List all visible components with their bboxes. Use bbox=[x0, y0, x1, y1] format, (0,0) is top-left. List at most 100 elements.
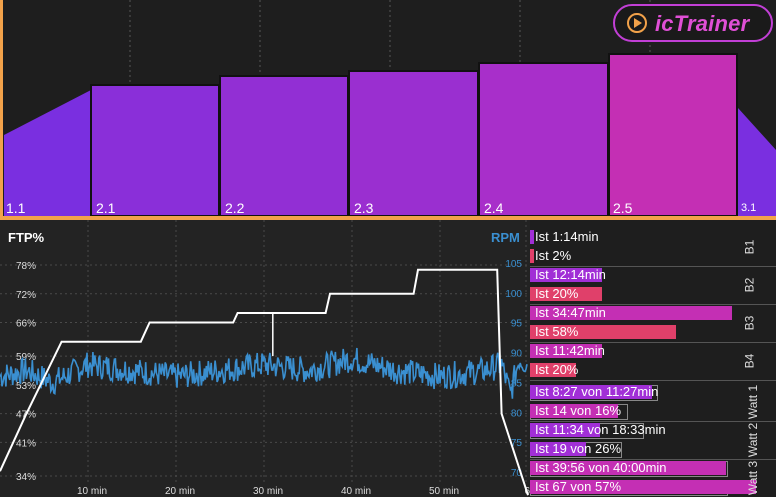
ftp-tick-label: 41% bbox=[16, 438, 36, 449]
stat-fill-bar bbox=[530, 249, 534, 263]
stat-text: Ist 11:34 von 18:33min bbox=[535, 422, 666, 437]
play-badge-icon bbox=[627, 13, 647, 33]
segment-block-2-1[interactable] bbox=[90, 84, 220, 217]
stat-fill-bar bbox=[530, 344, 602, 358]
stat-text: Ist 2% bbox=[535, 248, 572, 263]
stat-fill-bar bbox=[530, 306, 732, 320]
x-tick-label: 50 min bbox=[429, 486, 459, 497]
stat-text: Ist 19 von 26% bbox=[535, 441, 621, 456]
rpm-tick-label: 105 bbox=[505, 259, 522, 270]
stat-text: Ist 20% bbox=[535, 362, 579, 377]
segment-label: 2.3 bbox=[354, 200, 374, 216]
stat-row-w3: Ist 67 von 57% bbox=[530, 478, 756, 496]
stat-text: Ist 11:42min bbox=[535, 343, 605, 358]
stat-row-b1: Ist 1:14min bbox=[530, 228, 748, 246]
segment-block-1-1[interactable] bbox=[4, 90, 91, 216]
stat-side-label: B4 bbox=[742, 353, 757, 369]
rpm-tick-label: 95 bbox=[511, 319, 523, 330]
segment-label: 2.4 bbox=[484, 200, 504, 216]
stat-row-b2: Ist 12:14min bbox=[530, 266, 748, 284]
x-tick-label: 40 min bbox=[341, 486, 371, 497]
stat-text: Ist 67 von 57% bbox=[535, 479, 621, 494]
stat-text: Ist 14 von 16% bbox=[535, 403, 621, 418]
workout-profile-graphic bbox=[0, 0, 776, 217]
segment-label: 2.1 bbox=[96, 200, 116, 216]
stat-row-w1: Ist 14 von 16% bbox=[530, 402, 748, 420]
ftp-rpm-chart: FTP% RPM 78% 72% 66% 59% 53% 47% 41% 34% 105 100 9… bbox=[0, 220, 530, 497]
ftp-series-line bbox=[0, 268, 529, 496]
stat-fill-bar bbox=[530, 385, 652, 399]
stat-row-b4: Ist 20% bbox=[530, 361, 748, 379]
x-tick-label: 20 min bbox=[165, 486, 195, 497]
stat-fill-bar bbox=[530, 404, 618, 418]
stats-separator bbox=[530, 380, 776, 381]
stat-fill-bar bbox=[530, 423, 600, 437]
stat-fill-bar bbox=[530, 287, 602, 301]
stat-fill-bar bbox=[530, 268, 602, 282]
stat-row-b2: Ist 20% bbox=[530, 285, 748, 303]
stat-fill-bar bbox=[530, 461, 726, 475]
rpm-tick-label: 80 bbox=[511, 408, 523, 419]
rpm-tick-label: 75 bbox=[511, 438, 523, 449]
segment-block-2-3[interactable] bbox=[348, 70, 479, 217]
stat-row-b1: Ist 2% bbox=[530, 247, 748, 265]
stat-fill-bar bbox=[530, 325, 676, 339]
ftp-tick-label: 78% bbox=[16, 261, 36, 272]
stat-row-w3: Ist 39:56 von 40:00min bbox=[530, 459, 748, 477]
stats-separator bbox=[530, 266, 776, 267]
segment-block-2-2[interactable] bbox=[219, 75, 349, 217]
stat-row-w2: Ist 19 von 26% bbox=[530, 440, 748, 458]
stat-side-label: B2 bbox=[742, 277, 757, 293]
stat-side-label: Watt 1 bbox=[746, 384, 761, 420]
stat-side-label: Watt 2 bbox=[746, 422, 761, 458]
position-marker bbox=[0, 0, 3, 216]
stat-row-b3: Ist 34:47min bbox=[530, 304, 748, 322]
stats-separator bbox=[530, 304, 776, 305]
stat-text: Ist 12:14min bbox=[535, 267, 606, 282]
segment-label: 2.2 bbox=[225, 200, 245, 216]
segment-label: 2.5 bbox=[613, 200, 633, 216]
logo-text: icTrainer bbox=[655, 11, 750, 36]
stat-text: Ist 39:56 von 40:00min bbox=[535, 460, 667, 475]
stat-text: Ist 20% bbox=[535, 286, 579, 301]
stat-text: Ist 58% bbox=[535, 324, 579, 339]
rpm-tick-label: 90 bbox=[511, 349, 523, 360]
stat-row-w1: Ist 8:27 von 11:27min bbox=[530, 383, 748, 401]
stat-side-label: B1 bbox=[742, 239, 757, 255]
stat-text: Ist 34:47min bbox=[535, 305, 606, 320]
stat-row-w2: Ist 11:34 von 18:33min bbox=[530, 421, 748, 439]
stats-separator bbox=[530, 459, 776, 460]
rpm-tick-label: 70 bbox=[511, 468, 523, 479]
ftp-tick-label: 66% bbox=[16, 319, 36, 330]
segment-block-2-4[interactable] bbox=[478, 62, 609, 217]
stat-fill-bar bbox=[530, 480, 756, 494]
stat-row-b4: Ist 11:42min bbox=[530, 342, 748, 360]
stat-fill-bar bbox=[530, 442, 586, 456]
workout-profile: 1.1 2.1 2.2 2.3 2.4 2.5 3.1 icTrainer bbox=[0, 0, 776, 220]
segment-label: 3.1 bbox=[741, 202, 757, 214]
divider-bar bbox=[0, 216, 776, 220]
stats-separator bbox=[530, 342, 776, 343]
ftp-tick-label: 72% bbox=[16, 290, 36, 301]
stat-fill-bar bbox=[530, 363, 576, 377]
stat-side-label: B3 bbox=[742, 315, 757, 331]
ftp-tick-label: 53% bbox=[16, 381, 36, 392]
segment-block-3-1[interactable] bbox=[738, 108, 776, 216]
rpm-axis-title: RPM bbox=[491, 230, 520, 245]
rpm-tick-label: 85 bbox=[511, 378, 523, 389]
rpm-series-line bbox=[0, 347, 528, 399]
stat-fill-bar bbox=[530, 230, 534, 244]
stat-text: Ist 1:14min bbox=[535, 229, 599, 244]
x-tick-label: 30 min bbox=[253, 486, 283, 497]
chart-svg: FTP% RPM 78%72%66%59%53%47%41%34%1051009… bbox=[0, 220, 530, 497]
ftp-tick-label: 34% bbox=[16, 472, 36, 483]
stat-row-b3: Ist 58% bbox=[530, 323, 748, 341]
rpm-tick-label: 100 bbox=[505, 289, 522, 300]
stats-separator bbox=[530, 421, 776, 422]
x-tick-label: 10 min bbox=[77, 486, 107, 497]
ftp-axis-title: FTP% bbox=[8, 230, 45, 245]
stat-text: Ist 8:27 von 11:27min bbox=[535, 384, 659, 399]
segment-block-2-5[interactable] bbox=[608, 53, 738, 217]
segment-label: 1.1 bbox=[6, 200, 26, 216]
stat-side-label: Watt 3 bbox=[746, 460, 761, 496]
